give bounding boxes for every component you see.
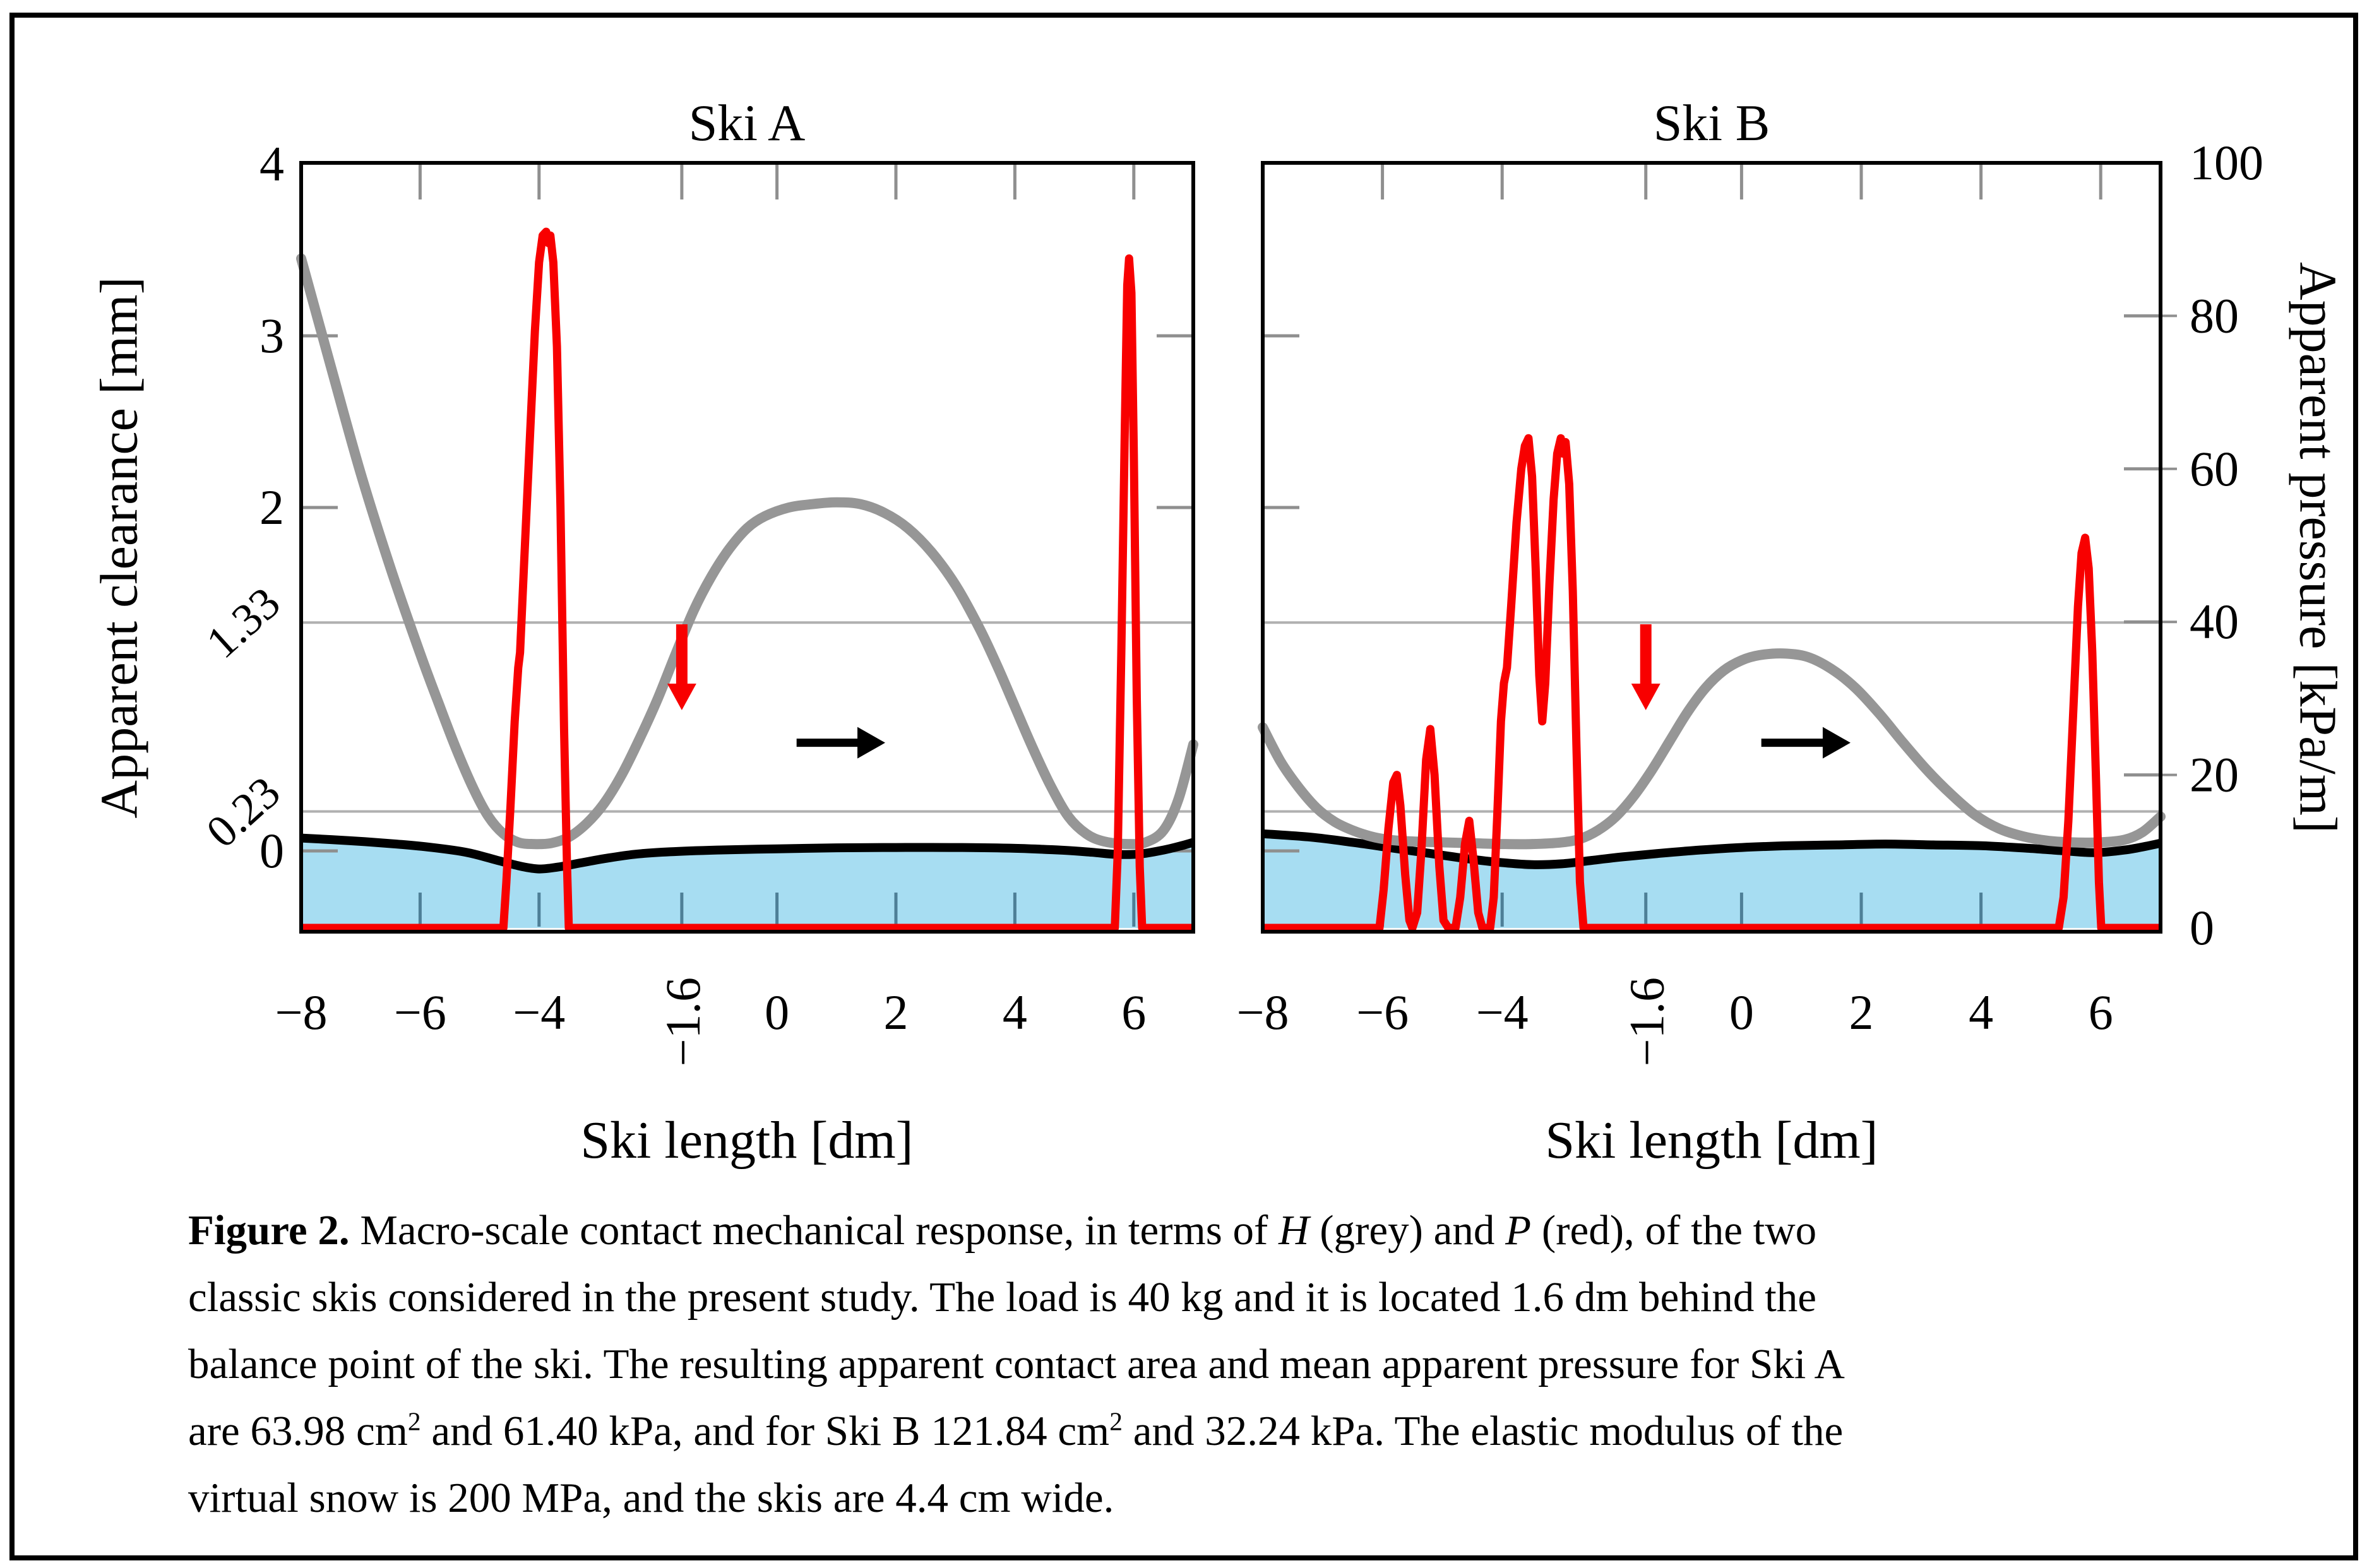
x-tick-label: 4 <box>1003 985 1027 1040</box>
clearance-tick-label: 3 <box>259 308 284 363</box>
H-clearance-curve <box>296 253 1198 850</box>
figure-caption: Figure 2. Macro-scale contact mechanical… <box>188 1197 2209 1531</box>
pressure-tick-label: 100 <box>2190 135 2263 190</box>
snow-region <box>1263 833 2161 928</box>
pressure-tick-label: 20 <box>2190 747 2239 802</box>
caption-line: balance point of the ski. The resulting … <box>188 1341 1845 1387</box>
gliding-direction-arrowhead-icon <box>1822 727 1851 759</box>
x-tick-label: −8 <box>275 985 328 1040</box>
x-tick-label: 6 <box>2089 985 2113 1040</box>
plot-frame <box>1261 161 2162 934</box>
x-tick-label: −8 <box>1237 985 1289 1040</box>
caption-line: Figure 2. Macro-scale contact mechanical… <box>188 1207 1817 1254</box>
figure-border <box>9 13 2358 1560</box>
clearance-tick-label: 2 <box>259 480 284 535</box>
x-tick-label: −4 <box>1476 985 1529 1040</box>
x-tick-label: −4 <box>513 985 565 1040</box>
P-pressure-curve <box>301 227 1193 932</box>
x-tick-label: −6 <box>1356 985 1409 1040</box>
load-position-arrowhead-icon <box>667 683 696 710</box>
x-tick-label: 0 <box>1729 985 1754 1040</box>
load-position-arrowhead-icon <box>1631 683 1660 710</box>
caption-line: virtual snow is 200 MPa, and the skis ar… <box>188 1475 1114 1521</box>
plot-frame <box>299 161 1195 934</box>
x-tick-label: 6 <box>1121 985 1146 1040</box>
x-tick-label: −6 <box>394 985 446 1040</box>
caption-line: are 63.98 cm2 and 61.40 kPa, and for Ski… <box>188 1406 1844 1454</box>
x-axis-label-ski-b: Ski length [dm] <box>1545 1111 1878 1170</box>
gliding-direction-arrowhead-icon <box>857 727 886 759</box>
snow-surface-line <box>301 833 1195 874</box>
clearance-tick-label: 4 <box>259 136 284 191</box>
ski_b-panel: −8 −6 −4 0 2 4 6 −1.6 100 80 60 40 20 0 <box>1237 135 2264 1067</box>
pressure-tick-label: 0 <box>2190 900 2214 955</box>
pressure-tick-label: 40 <box>2190 594 2239 649</box>
clearance-tick-label-rotated: 1.33 <box>197 577 290 668</box>
clearance-tick-label: 0 <box>259 823 284 878</box>
caption-line: classic skis considered in the present s… <box>188 1274 1817 1321</box>
snow-region <box>301 838 1193 928</box>
x-tick-label-rotated: −1.6 <box>655 977 710 1067</box>
P-pressure-curve <box>1263 434 2161 932</box>
x-tick-label-rotated: −1.6 <box>1619 977 1674 1067</box>
x-tick-label: 4 <box>1969 985 1993 1040</box>
x-axis-label-ski-a: Ski length [dm] <box>580 1111 914 1170</box>
pressure-tick-label: 80 <box>2190 288 2239 343</box>
x-tick-label: 2 <box>884 985 909 1040</box>
plot-title-ski-b: Ski B <box>1653 94 1770 151</box>
y-axis-label-clearance: Apparent clearance [mm] <box>90 276 149 819</box>
plot-title-ski-a: Ski A <box>688 94 806 151</box>
pressure-tick-label: 60 <box>2190 441 2239 496</box>
x-tick-label: 0 <box>765 985 789 1040</box>
y-axis-label-pressure: Apparent pressure [kPa/m] <box>2288 261 2347 834</box>
x-tick-label: 2 <box>1849 985 1874 1040</box>
